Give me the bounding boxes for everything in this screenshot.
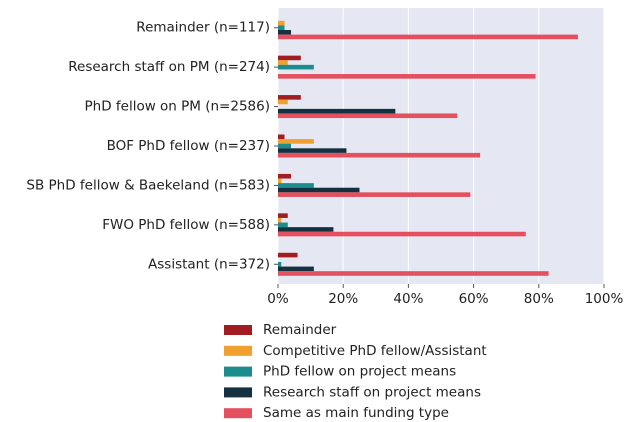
bar — [278, 134, 285, 140]
bar — [278, 20, 285, 26]
x-tick-label: 20% — [328, 291, 358, 307]
y-tick-label: BOF PhD fellow (n=237) — [107, 138, 270, 154]
x-tick-label: 60% — [459, 291, 489, 307]
bar — [278, 148, 347, 153]
bar — [278, 30, 292, 35]
bar — [278, 64, 314, 70]
bar — [278, 187, 360, 193]
y-tick-label: Remainder (n=117) — [136, 20, 270, 36]
bar — [278, 60, 288, 65]
y-tick-label: SB PhD fellow & Baekeland (n=583) — [26, 177, 270, 193]
bar — [278, 173, 292, 179]
y-tick-label: FWO PhD fellow (n=588) — [102, 217, 270, 233]
bar — [278, 261, 282, 267]
legend-label: Same as main funding type — [263, 405, 449, 421]
bar — [278, 231, 526, 237]
bar — [278, 192, 471, 197]
plot-background — [278, 8, 604, 284]
legend-swatch — [224, 366, 252, 377]
bar — [278, 143, 292, 149]
bar — [278, 178, 282, 184]
legend-swatch — [224, 345, 252, 356]
bar — [278, 252, 298, 258]
x-tick-label: 40% — [393, 291, 423, 307]
bar — [278, 183, 314, 188]
y-tick-label: PhD fellow on PM (n=2586) — [85, 99, 270, 115]
bar — [278, 227, 334, 232]
bar — [278, 113, 458, 119]
legend-label: Research staff on project means — [263, 384, 481, 400]
bar — [278, 74, 536, 79]
bar — [278, 139, 314, 144]
legend-swatch — [224, 325, 252, 335]
x-tick-label: 0% — [267, 291, 289, 307]
bar — [278, 271, 549, 276]
bar — [278, 95, 301, 100]
bar — [278, 217, 282, 223]
bar — [278, 55, 301, 61]
legend-swatch — [224, 387, 252, 398]
x-tick-label: 100% — [585, 291, 624, 307]
bar — [278, 222, 288, 228]
legend-label: PhD fellow on project means — [263, 364, 456, 380]
legend-label: Remainder — [263, 322, 337, 338]
x-tick-label: 80% — [524, 291, 554, 307]
bar — [278, 213, 288, 218]
legend-label: Competitive PhD fellow/Assistant — [263, 343, 487, 359]
bar — [278, 99, 288, 105]
bar — [278, 34, 578, 40]
bar — [278, 25, 285, 31]
legend-swatch — [224, 408, 252, 419]
y-tick-label: Assistant (n=372) — [148, 256, 270, 272]
bar — [278, 266, 314, 272]
y-tick-label: Research staff on PM (n=274) — [68, 59, 270, 75]
bar — [278, 108, 396, 114]
bar — [278, 152, 481, 158]
